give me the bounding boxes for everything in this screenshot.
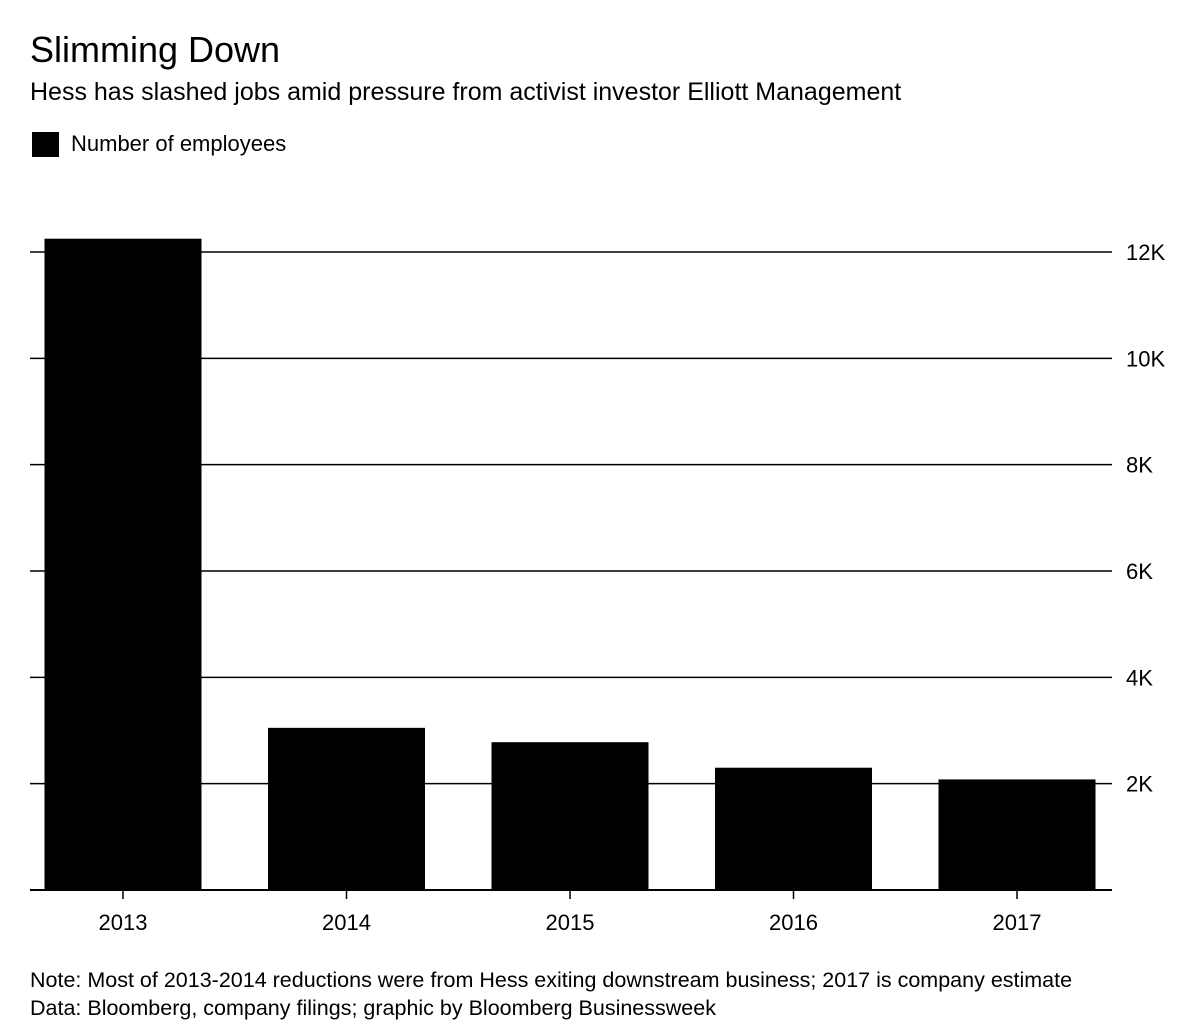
y-tick-labels: 2K 4K 6K 8K 10K 12K <box>1126 240 1165 797</box>
legend: Number of employees <box>32 130 286 158</box>
chart-subtitle: Hess has slashed jobs amid pressure from… <box>30 78 902 106</box>
x-tick-label: 2016 <box>769 910 818 935</box>
y-tick-label: 12K <box>1126 240 1165 265</box>
legend-swatch <box>32 131 59 157</box>
y-tick-label: 2K <box>1126 772 1153 797</box>
bar-2013 <box>44 238 202 891</box>
x-tick-labels: 2013 2014 2015 2016 2017 <box>99 910 1042 935</box>
bar-2016 <box>715 767 872 890</box>
chart-note: Note: Most of 2013-2014 reductions were … <box>30 968 1073 992</box>
y-tick-label: 6K <box>1126 559 1153 584</box>
y-tick-label: 8K <box>1126 453 1153 478</box>
bar-chart: 2K 4K 6K 8K 10K 12K 2013 2014 2015 2016 2017 <box>30 238 1165 935</box>
x-tick-label: 2015 <box>546 910 595 935</box>
bars <box>44 238 1096 891</box>
bar-2015 <box>491 742 649 890</box>
bar-2017 <box>938 779 1096 890</box>
x-tick-label: 2013 <box>99 910 148 935</box>
y-tick-label: 4K <box>1126 665 1153 690</box>
chart-source: Data: Bloomberg, company filings; graphi… <box>30 996 716 1020</box>
bar-2014 <box>268 727 425 890</box>
y-tick-label: 10K <box>1126 346 1165 371</box>
x-tick-label: 2017 <box>993 910 1042 935</box>
legend-label: Number of employees <box>71 131 287 156</box>
axes <box>30 889 1112 899</box>
chart-title: Slimming Down <box>30 29 281 70</box>
x-tick-label: 2014 <box>322 910 371 935</box>
